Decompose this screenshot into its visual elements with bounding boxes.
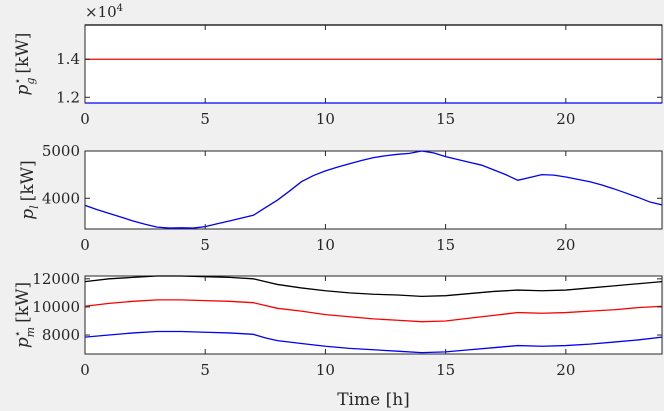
plot-area [84, 150, 663, 230]
x-tick-label: 0 [80, 110, 90, 128]
series-line-1 [84, 150, 663, 229]
y-tick-label: 8000 [42, 326, 80, 344]
x-tick-label: 0 [80, 361, 90, 379]
series-line-1 [84, 275, 663, 298]
x-tick-label: 0 [80, 236, 90, 254]
y-tick-label: 1.2 [56, 88, 80, 106]
x-tick-label: 15 [436, 361, 455, 379]
y-tick-label: 4000 [42, 189, 80, 207]
x-axis-label: Time [h] [337, 390, 410, 410]
y-axis-label: pl[kW] [18, 160, 41, 219]
x-tick-label: 20 [556, 236, 575, 254]
y-axis-label: p⋆g[kW] [11, 33, 37, 96]
x-tick-label: 15 [436, 236, 455, 254]
series-line-3 [84, 330, 663, 354]
series-line-2 [84, 299, 663, 323]
x-tick-label: 15 [436, 110, 455, 128]
x-tick-label: 10 [316, 236, 335, 254]
x-tick-label: 5 [200, 236, 210, 254]
x-tick-label: 20 [556, 361, 575, 379]
y-tick-label: 1.4 [56, 50, 80, 68]
y-axis-label: p⋆m[kW] [11, 282, 37, 348]
x-tick-label: 10 [316, 361, 335, 379]
y-tick-label: 12000 [32, 270, 80, 288]
plot-area [84, 24, 663, 104]
x-tick-label: 10 [316, 110, 335, 128]
x-tick-label: 5 [200, 361, 210, 379]
y-tick-label: 10000 [32, 298, 80, 316]
y-exponent-label: ×104 [85, 3, 123, 21]
plot-area [84, 275, 663, 355]
x-tick-label: 5 [200, 110, 210, 128]
panel-1: 0 5 10 15 20 1.2 1.4 p⋆g[kW] ×104 [11, 3, 663, 128]
y-tick-label: 5000 [42, 142, 80, 160]
x-tick-label: 20 [556, 110, 575, 128]
